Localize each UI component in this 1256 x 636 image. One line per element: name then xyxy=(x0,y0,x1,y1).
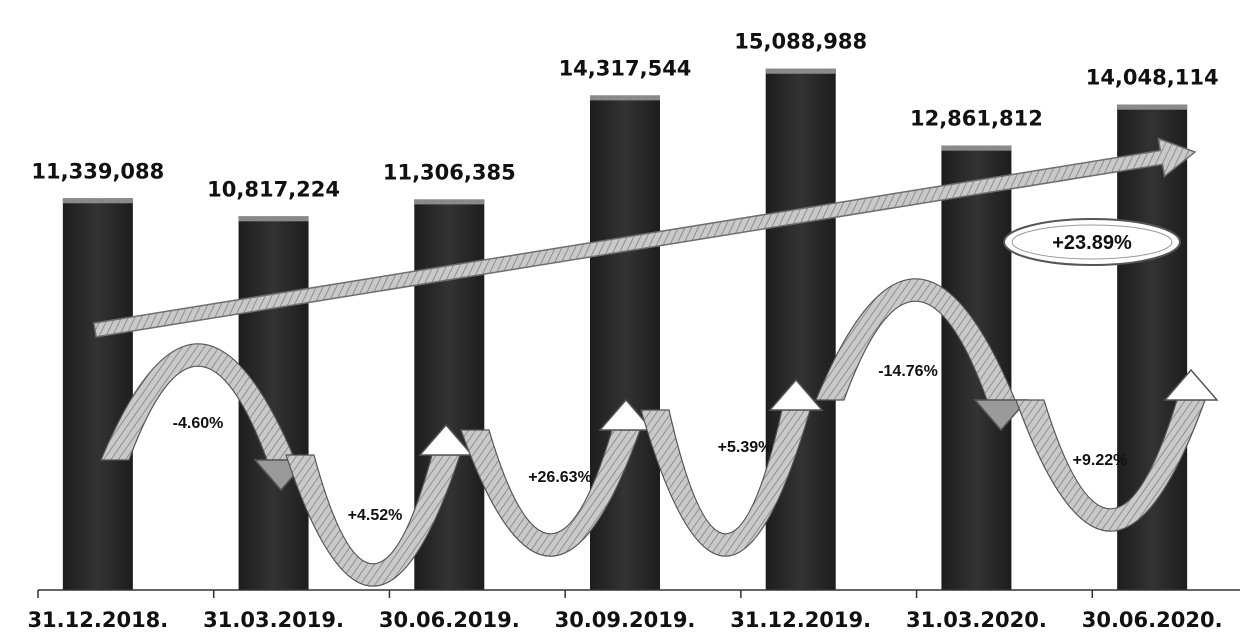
change-label: +4.52% xyxy=(348,507,403,524)
x-tick-label: 31.12.2018. xyxy=(27,608,168,632)
change-arrow xyxy=(640,378,824,557)
data-label: 11,306,385 xyxy=(383,160,516,184)
x-tick-label: 30.09.2019. xyxy=(555,608,696,632)
bar-top-cap xyxy=(62,198,133,204)
trend-arrow xyxy=(93,137,1197,338)
bar-top-cap xyxy=(765,68,836,74)
arrow-head xyxy=(598,398,654,431)
change-label: -4.60% xyxy=(173,415,224,432)
baseline-layer xyxy=(37,589,1240,598)
change-arrows-layer xyxy=(100,278,1219,587)
bar-top-cap xyxy=(941,145,1012,151)
bar xyxy=(62,198,133,590)
bar-top-cap xyxy=(238,216,309,222)
change-label: +9.22% xyxy=(1073,452,1128,469)
total-change-label: +23.89% xyxy=(1052,232,1132,254)
change-arrow xyxy=(1015,368,1219,532)
change-arrow xyxy=(285,423,474,587)
trend-arrow-layer xyxy=(93,137,1197,338)
change-label: +26.63% xyxy=(528,469,592,486)
data-label: 11,339,088 xyxy=(31,159,164,183)
bars-layer xyxy=(62,68,1188,591)
change-label: -14.76% xyxy=(878,363,938,380)
change-arrow xyxy=(815,278,1029,432)
arrow-head xyxy=(1163,368,1219,401)
bar xyxy=(765,68,836,591)
data-label: 12,861,812 xyxy=(910,107,1043,131)
x-tick-label: 31.12.2019. xyxy=(730,608,871,632)
total-change-ellipse-inner xyxy=(1011,224,1173,260)
x-tick-label: 31.03.2019. xyxy=(203,608,344,632)
x-tick-label: 31.03.2020. xyxy=(906,608,1047,632)
data-label: 14,317,544 xyxy=(559,56,692,80)
data-label: 15,088,988 xyxy=(734,30,867,54)
bar-top-cap xyxy=(414,199,485,205)
arrow-head xyxy=(768,378,824,411)
x-tick-label: 30.06.2020. xyxy=(1082,608,1223,632)
bar-top-cap xyxy=(1117,104,1188,110)
arrow-head xyxy=(973,399,1029,432)
bar-top-cap xyxy=(590,95,660,101)
change-label: +5.39% xyxy=(718,439,773,456)
arrow-head xyxy=(418,423,474,456)
total-change-ellipse xyxy=(1003,218,1181,266)
change-arrow xyxy=(460,398,654,557)
data-label: 14,048,114 xyxy=(1086,66,1219,90)
labels-layer: 11,339,088 31.12.2018. 10,817,224 31.03.201… xyxy=(27,30,1222,632)
x-tick-label: 30.06.2019. xyxy=(379,608,520,632)
data-label: 10,817,224 xyxy=(207,177,340,201)
